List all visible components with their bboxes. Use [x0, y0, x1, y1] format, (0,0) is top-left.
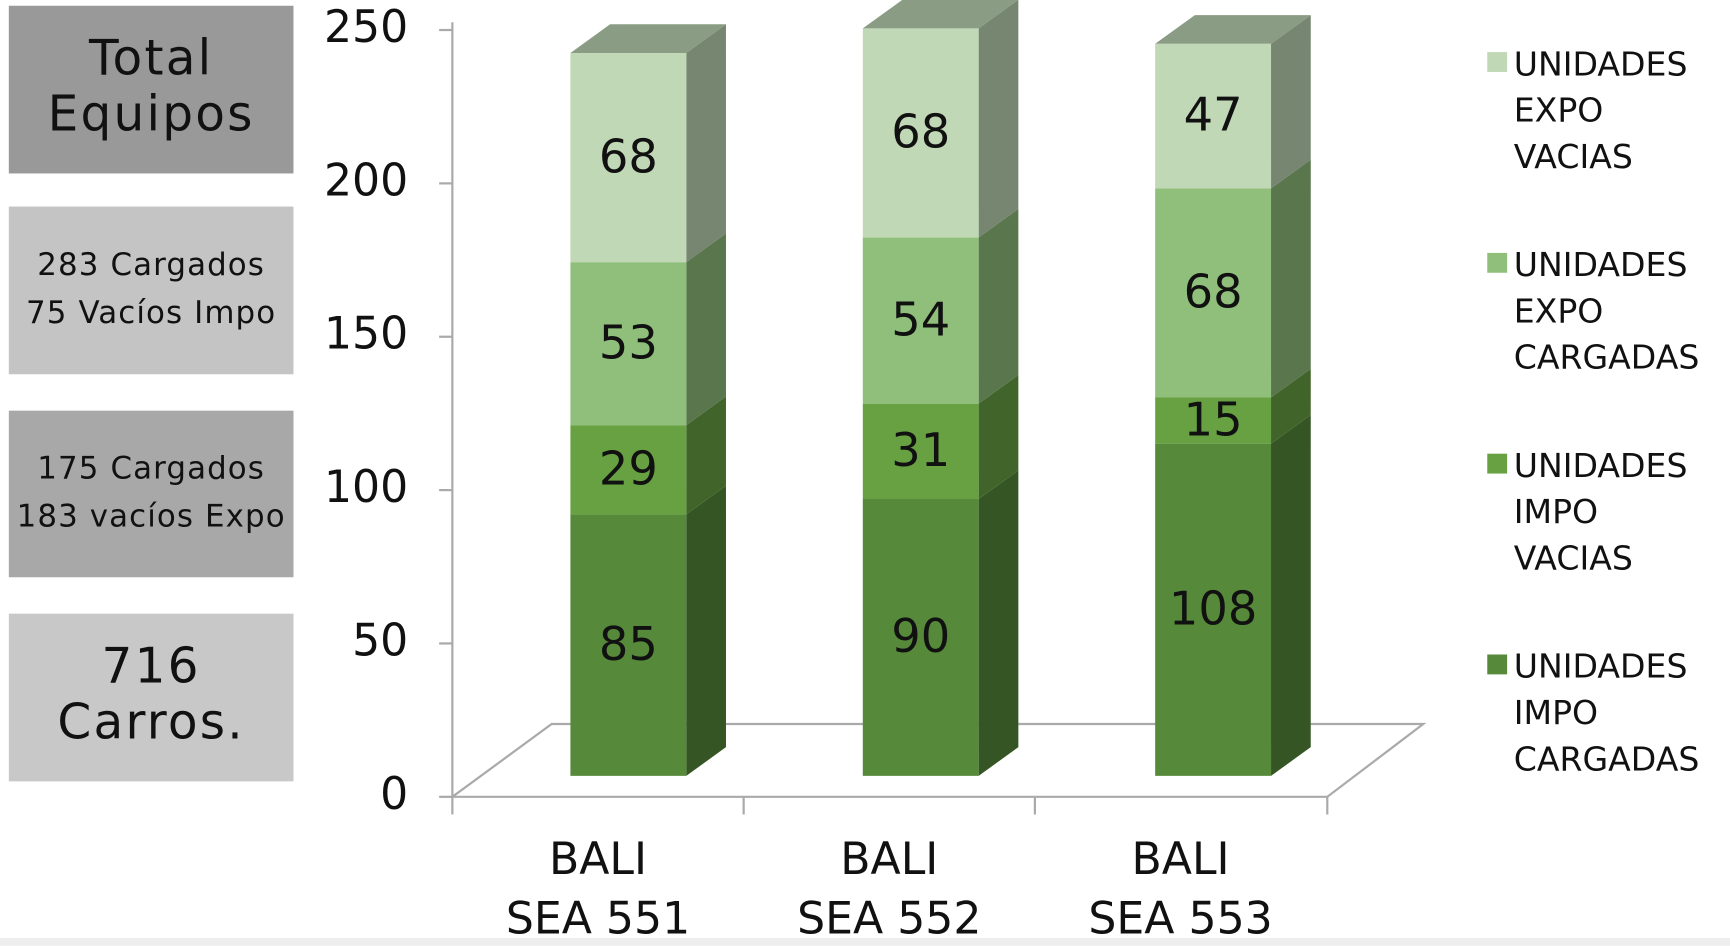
y-tick-label: 0: [380, 769, 408, 820]
panel-text: Equipos: [48, 87, 255, 143]
y-tick-label: 250: [324, 2, 408, 53]
legend-swatch: [1487, 252, 1508, 273]
bar: [1155, 43, 1272, 189]
data-label: 53: [599, 315, 658, 369]
panel-text: 716: [102, 639, 201, 695]
legend-label-box: UNIDADES EXPO CARGADAS: [1513, 246, 1700, 378]
legend-label: UNIDADES IMPO VACIAS: [1513, 447, 1688, 579]
x-tick-label: BALI SEA 551: [505, 834, 691, 945]
x-tick-label: BALI SEA 552: [797, 834, 982, 945]
bar-side: [1271, 368, 1311, 444]
bar-side: [1271, 414, 1311, 776]
legend-label-box: UNIDADES IMPO VACIAS: [1513, 447, 1688, 579]
bar-side: [686, 24, 726, 263]
bar: [1155, 397, 1272, 444]
data-label: 29: [599, 442, 658, 496]
panel-text: 183 vacíos Expo: [17, 498, 286, 534]
bar: [570, 52, 687, 263]
bar: [862, 237, 979, 404]
info-panel: [8, 5, 294, 174]
legend-swatch: [1487, 52, 1508, 72]
data-label: 15: [1184, 392, 1243, 446]
bar-side: [686, 396, 726, 515]
bar-side: [978, 470, 1019, 776]
x-tick-label-box: BALI SEA 552: [797, 834, 982, 945]
bar: [862, 403, 979, 500]
panel-text: 283 Cargados: [37, 247, 265, 283]
data-label: 54: [891, 292, 950, 346]
bar: [570, 425, 687, 515]
panel-text: Carros.: [57, 694, 244, 750]
legend-label: UNIDADES IMPO CARGADAS: [1513, 647, 1700, 780]
data-label: 47: [1184, 88, 1243, 142]
bar-top: [1155, 15, 1311, 44]
panel-text: 175 Cargados: [37, 451, 265, 487]
y-tick-label: 150: [324, 309, 408, 360]
data-label: 90: [891, 609, 950, 663]
bar-side: [686, 485, 726, 776]
data-label: 68: [599, 129, 658, 183]
bar-side: [1271, 159, 1311, 398]
bar-top: [570, 24, 726, 53]
legend-label-box: UNIDADES IMPO CARGADAS: [1513, 647, 1700, 780]
legend-label-box: UNIDADES EXPO VACIAS: [1513, 45, 1688, 177]
bar: [862, 28, 979, 238]
bar-side: [978, 0, 1019, 238]
bar: [570, 514, 687, 776]
legend-label: UNIDADES EXPO VACIAS: [1513, 45, 1688, 177]
bar: [1155, 188, 1272, 398]
info-panel: [8, 613, 294, 782]
bottom-strip: [0, 938, 1730, 946]
data-label: 85: [599, 617, 658, 671]
info-panel: [8, 206, 294, 375]
data-label: 108: [1169, 581, 1257, 635]
legend-label: UNIDADES EXPO CARGADAS: [1513, 246, 1700, 378]
bar-side: [686, 233, 726, 426]
x-tick-label-box: BALI SEA 553: [1088, 834, 1273, 945]
legend-swatch: [1487, 453, 1508, 474]
panel-text: Total: [88, 31, 213, 87]
bar-side: [978, 374, 1019, 500]
bar-top: [862, 0, 1018, 29]
x-tick-label-box: BALI SEA 551: [505, 834, 691, 945]
bar: [862, 499, 979, 776]
y-tick-label: 100: [324, 462, 408, 513]
legend-swatch: [1487, 654, 1508, 675]
data-label: 31: [891, 423, 950, 477]
bar-side: [978, 208, 1019, 404]
bar-side: [1271, 15, 1311, 189]
y-tick-label: 50: [352, 615, 408, 666]
x-tick-label: BALI SEA 553: [1088, 834, 1273, 945]
data-label: 68: [1184, 265, 1243, 319]
y-tick-label: 200: [324, 155, 408, 206]
bar: [1155, 443, 1272, 776]
info-panel: [8, 410, 294, 578]
panel-text: 75 Vacíos Impo: [26, 295, 276, 331]
data-label: 68: [891, 105, 950, 159]
bar: [570, 262, 687, 426]
